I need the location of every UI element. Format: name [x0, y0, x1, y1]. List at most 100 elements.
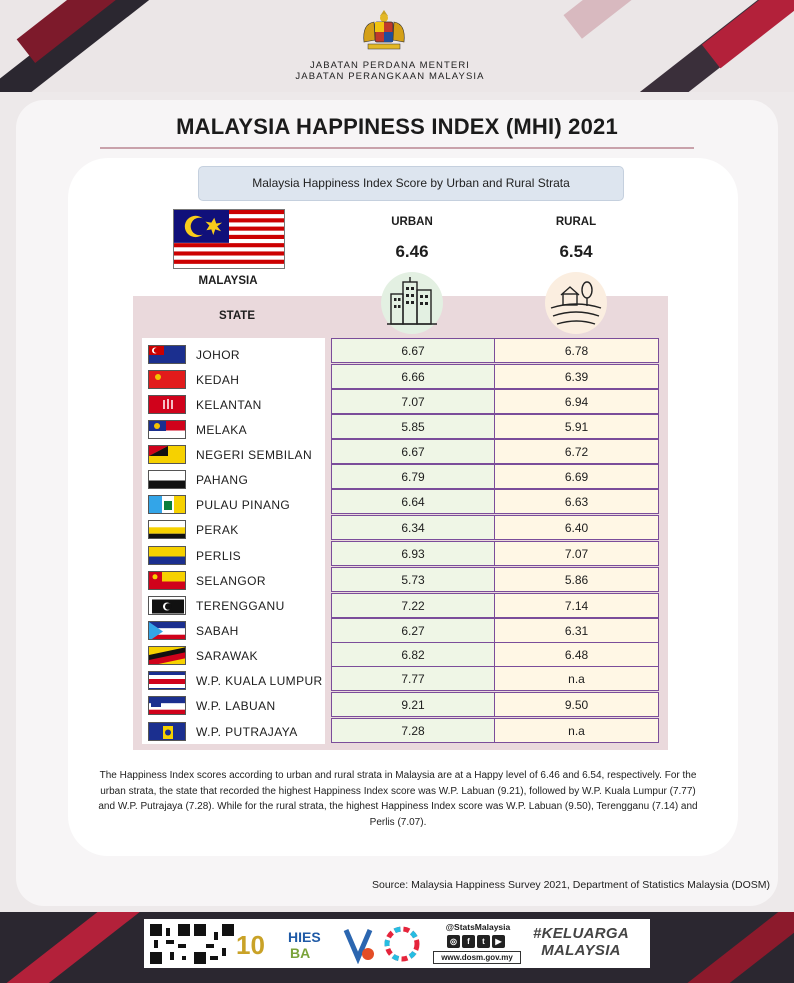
- state-flag-icon: [148, 470, 186, 489]
- urban-score-cell: 6.67: [331, 439, 495, 464]
- state-flag-icon: [148, 722, 186, 741]
- urban-score-cell: 7.22: [331, 593, 495, 618]
- table-row: PAHANG: [142, 466, 325, 491]
- state-flag-icon: [148, 546, 186, 565]
- urban-score-cell: 5.85: [331, 414, 495, 439]
- instagram-icon[interactable]: ◎: [447, 935, 460, 948]
- rural-farm-icon: [545, 272, 607, 334]
- table-row: KEDAH: [142, 366, 325, 391]
- urban-score-cell: 6.27: [331, 618, 495, 643]
- description-text: The Happiness Index scores according to …: [98, 770, 698, 828]
- state-flag-icon: [148, 395, 186, 414]
- state-flag-icon: [148, 646, 186, 665]
- table-row: PERLIS: [142, 542, 325, 567]
- urban-score-cell: 6.67: [331, 338, 495, 363]
- state-name-column: JOHOR KEDAH KELANTAN MELAKA NEGERI SEMBILAN P…: [142, 338, 325, 744]
- rural-score-cell: 6.39: [494, 364, 659, 389]
- national-urban-value: 6.46: [395, 242, 429, 261]
- urban-score-cell: 6.34: [331, 515, 495, 540]
- malaysia-flag-icon: [173, 209, 285, 269]
- rural-score-cell: 6.31: [494, 618, 659, 643]
- state-flag-icon: [148, 495, 186, 514]
- state-flag-icon: [148, 420, 186, 439]
- department-name: JABATAN PERDANA MENTERI JABATAN PERANGKA…: [260, 60, 520, 82]
- rural-score-cell: 5.91: [494, 414, 659, 439]
- urban-score-cell: 7.77: [331, 666, 495, 691]
- dept-line-1: JABATAN PERDANA MENTERI: [309, 60, 471, 71]
- dept-line-2: JABATAN PERANGKAAN MALAYSIA: [295, 71, 485, 82]
- state-name: MELAKA: [196, 423, 248, 437]
- table-row: MELAKA: [142, 416, 325, 441]
- chart-subtitle: Malaysia Happiness Index Score by Urban …: [198, 166, 624, 201]
- social-handle[interactable]: @StatsMalaysia: [445, 922, 511, 932]
- table-row: PULAU PINANG: [142, 491, 325, 516]
- table-row: SARAWAK: [142, 642, 325, 667]
- svg-text:BA: BA: [290, 945, 310, 961]
- dosm-anniversary-logo-icon: 10: [236, 930, 265, 960]
- state-name: NEGERI SEMBILAN: [196, 448, 313, 462]
- rural-score-cell: 9.50: [494, 692, 659, 717]
- table-row: W.P. KUALA LUMPUR: [142, 667, 325, 692]
- state-flag-icon: [148, 345, 186, 364]
- table-row: SABAH: [142, 617, 325, 642]
- youtube-icon[interactable]: ▶: [492, 935, 505, 948]
- v-logo-icon: [343, 929, 374, 964]
- urban-score-cell: 6.93: [331, 541, 495, 566]
- table-row: W.P. PUTRAJAYA: [142, 718, 325, 743]
- source-note: Source: Malaysia Happiness Survey 2021, …: [372, 879, 770, 891]
- state-name: W.P. KUALA LUMPUR: [196, 674, 323, 688]
- state-flag-icon: [148, 671, 186, 690]
- rural-score-cell: n.a: [494, 718, 659, 743]
- table-row: NEGERI SEMBILAN: [142, 441, 325, 466]
- state-name: TERENGGANU: [196, 599, 285, 613]
- keluarga-line-2: MALAYSIA: [541, 942, 621, 959]
- keluarga-line-1: #KELUARGA: [532, 925, 630, 942]
- state-name: SELANGOR: [196, 574, 266, 588]
- urban-score-cell: 6.79: [331, 464, 495, 489]
- state-name: W.P. LABUAN: [196, 699, 276, 713]
- table-row: PERAK: [142, 516, 325, 541]
- table-row: SELANGOR: [142, 567, 325, 592]
- rural-score-cell: 6.48: [494, 642, 659, 667]
- city-buildings-icon: [381, 272, 443, 334]
- table-row: TERENGGANU: [142, 592, 325, 617]
- qr-code-icon[interactable]: [194, 924, 234, 964]
- state-flag-icon: [148, 520, 186, 539]
- page-title: MALAYSIA HAPPINESS INDEX (MHI) 2021: [176, 114, 618, 139]
- urban-header: URBAN: [391, 216, 433, 228]
- urban-score-cell: 6.82: [331, 642, 495, 667]
- website-link[interactable]: www.dosm.gov.my: [433, 951, 521, 964]
- urban-score-cell: 9.21: [331, 692, 495, 717]
- urban-score-cell: 6.66: [331, 364, 495, 389]
- state-flag-icon: [148, 370, 186, 389]
- coat-of-arms-icon: [363, 10, 405, 50]
- rural-score-cell: 6.69: [494, 464, 659, 489]
- state-name: W.P. PUTRAJAYA: [196, 725, 298, 739]
- table-row: JOHOR: [142, 341, 325, 366]
- national-rural-value: 6.54: [559, 242, 593, 261]
- twitter-icon[interactable]: t: [477, 935, 490, 948]
- state-name: KELANTAN: [196, 398, 262, 412]
- facebook-icon[interactable]: f: [462, 935, 475, 948]
- rural-score-cell: n.a: [494, 666, 659, 691]
- rural-score-cell: 7.07: [494, 541, 659, 566]
- urban-score-cell: 7.28: [331, 718, 495, 743]
- rural-score-cell: 6.40: [494, 515, 659, 540]
- rural-score-cell: 7.14: [494, 593, 659, 618]
- svg-text:HIES: HIES: [288, 929, 321, 945]
- keluarga-malaysia-logo: #KELUARGA MALAYSIA: [526, 925, 636, 959]
- state-name: JOHOR: [196, 348, 240, 362]
- state-name: SARAWAK: [196, 649, 258, 663]
- urban-score-cell: 5.73: [331, 567, 495, 592]
- qr-code-icon[interactable]: [150, 924, 190, 964]
- state-name: SABAH: [196, 624, 239, 638]
- table-row: W.P. LABUAN: [142, 692, 325, 717]
- state-column-header: STATE: [219, 310, 255, 322]
- sdg-wheel-icon: [384, 926, 420, 962]
- state-flag-icon: [148, 596, 186, 615]
- rural-score-cell: 6.94: [494, 389, 659, 414]
- urban-score-cell: 7.07: [331, 389, 495, 414]
- rural-score-cell: 5.86: [494, 567, 659, 592]
- state-flag-icon: [148, 571, 186, 590]
- state-name: PERAK: [196, 523, 239, 537]
